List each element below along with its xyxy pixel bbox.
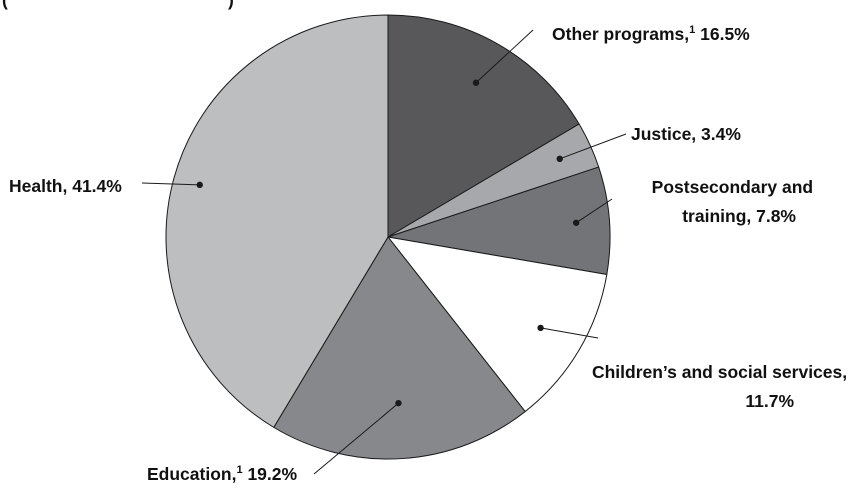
leader-line-justice xyxy=(559,133,627,160)
leader-line-education xyxy=(313,402,399,475)
pie-slice-health xyxy=(165,14,389,428)
label-health: Health, 41.4% xyxy=(9,176,122,196)
pie-slice-other-programs xyxy=(387,14,580,238)
label-justice: Justice, 3.4% xyxy=(631,124,741,144)
chart-title-fragment-open: ( xyxy=(2,0,8,10)
label-childrens-social: Children’s and social services, 11.7% xyxy=(592,362,852,411)
label-postsecondary: Postsecondary and training, 7.8% xyxy=(652,177,818,226)
leader-dot-education xyxy=(395,399,402,407)
leader-line-childrens-social xyxy=(540,327,599,339)
pie-slices xyxy=(165,14,611,460)
pie-slice-childrens-social xyxy=(387,236,608,413)
leader-lines xyxy=(141,29,627,475)
pie-slice-education xyxy=(273,236,526,460)
label-other-programs: Other programs,1 16.5% xyxy=(552,24,750,44)
leader-dot-childrens-social xyxy=(537,324,544,332)
label-education: Education,1 19.2% xyxy=(147,464,298,484)
leader-dot-other-programs xyxy=(472,79,480,86)
leader-dot-justice xyxy=(556,155,563,163)
leader-line-other-programs xyxy=(475,29,534,84)
chart-title-fragment-close: ) xyxy=(228,0,234,10)
leader-dot-health xyxy=(196,181,203,189)
leader-dot-postsecondary xyxy=(572,219,580,226)
leader-line-health xyxy=(141,182,200,186)
pie-slice-postsecondary xyxy=(387,166,611,275)
leader-line-postsecondary xyxy=(575,198,613,224)
